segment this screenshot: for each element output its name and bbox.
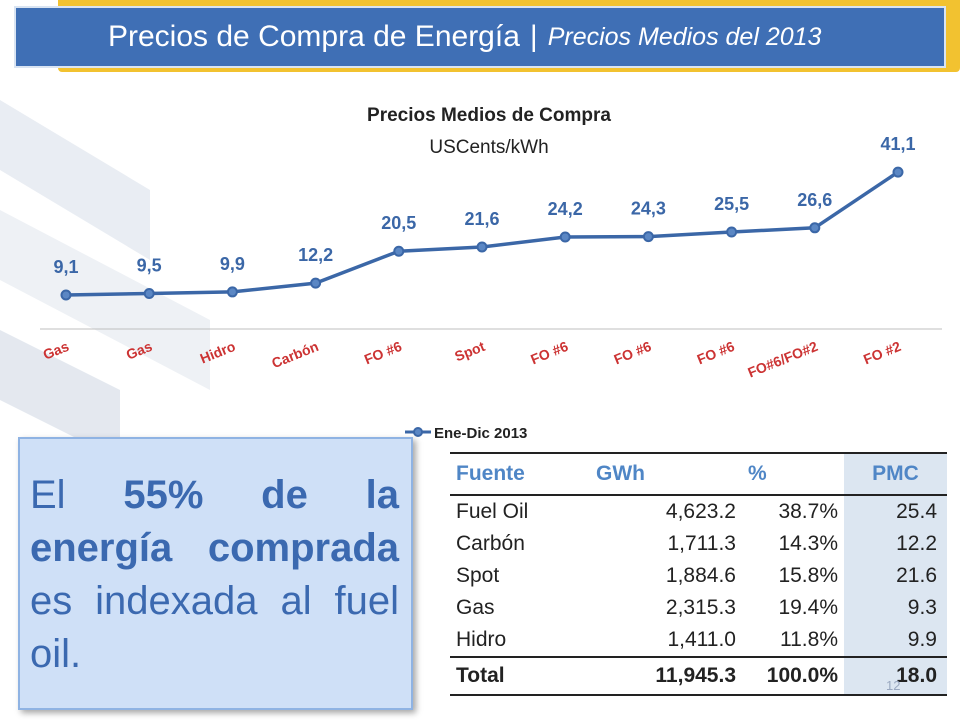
table-header-row: Fuente GWh % PMC	[450, 452, 947, 496]
data-point	[60, 289, 72, 301]
chart-title: Precios Medios de Compra	[367, 105, 611, 126]
cell-total-gwh: 11,945.3	[590, 656, 742, 696]
message-part-1: El	[30, 473, 66, 517]
cell-source: Carbón	[456, 532, 525, 555]
cell-pmc: 12.2	[844, 528, 947, 560]
cell-source: Hidro	[456, 628, 507, 651]
cell-total-pmc: 18.0	[844, 656, 947, 696]
cell-source: Gas	[456, 596, 495, 619]
col-header-gwh: GWh	[590, 452, 742, 496]
cell-percent: 19.4%	[778, 596, 838, 619]
cell-source: Spot	[456, 564, 500, 587]
x-tick-label: FO #6	[695, 338, 737, 367]
cell-pmc: 25.4	[844, 495, 947, 528]
header-bar: Precios de Compra de Energía | Precios M…	[14, 6, 946, 68]
cell-pmc: 9.9	[844, 624, 947, 657]
data-point	[559, 231, 571, 243]
x-tick-label: Spot	[452, 338, 487, 365]
energy-table: Fuente GWh % PMC Fuel Oil 4,623.2 38.7% …	[450, 452, 947, 696]
data-label: 25,5	[714, 194, 749, 214]
data-point	[726, 226, 738, 238]
title-separator: |	[529, 20, 538, 53]
data-point	[393, 245, 405, 257]
data-label: 9,9	[220, 254, 245, 274]
x-tick-label: FO#6/FO#2	[745, 338, 820, 381]
data-label: 9,1	[53, 257, 78, 277]
col-header-pmc: PMC	[844, 452, 947, 496]
data-point	[310, 277, 322, 289]
cell-percent: 38.7%	[778, 500, 838, 523]
chart-subtitle: USCents/kWh	[429, 137, 548, 158]
col-header-fuente: Fuente	[450, 452, 590, 496]
data-label: 12,2	[298, 245, 333, 265]
background-decoration	[0, 100, 210, 460]
cell-gwh: 1,711.3	[667, 532, 736, 555]
chart-legend: Ene-Dic 2013	[405, 425, 527, 442]
cell-gwh: 2,315.3	[665, 596, 736, 619]
cell-total-label: Total	[450, 656, 590, 696]
cell-pmc: 9.3	[844, 592, 947, 624]
message-part-3: de la energía comprada	[30, 473, 399, 570]
cell-percent: 11.8%	[780, 628, 838, 651]
table-row: Carbón 1,711.3 14.3% 12.2	[450, 528, 947, 560]
message-part-4: es indexada al fuel oil.	[30, 579, 399, 676]
line-chart: Precios Medios de Compra USCents/kWh 9,1…	[40, 105, 942, 442]
data-label: 9,5	[137, 255, 162, 275]
cell-gwh: 1,411.0	[667, 628, 736, 651]
data-point	[642, 231, 654, 243]
data-label: 20,5	[381, 213, 416, 233]
legend-marker	[413, 427, 423, 437]
cell-percent: 15.8%	[778, 564, 838, 587]
page-title: Precios de Compra de Energía	[108, 20, 520, 53]
key-message-text: El 55% de la energía comprada es indexad…	[30, 469, 399, 681]
col-header-percent: %	[742, 452, 844, 496]
data-point	[226, 286, 238, 298]
table-row: Hidro 1,411.0 11.8% 9.9	[450, 624, 947, 657]
x-tick-label: Gas	[41, 338, 72, 363]
x-tick-label: Carbón	[269, 338, 320, 371]
data-label: 21,6	[464, 209, 499, 229]
cell-source: Fuel Oil	[456, 500, 529, 523]
x-tick-label: FO #6	[528, 338, 570, 367]
x-tick-label: Hidro	[198, 338, 238, 367]
table-row: Gas 2,315.3 19.4% 9.3	[450, 592, 947, 624]
data-label: 26,6	[797, 190, 832, 210]
cell-percent: 14.3%	[778, 532, 838, 555]
data-point	[143, 287, 155, 299]
page-number: 12	[886, 678, 901, 693]
cell-gwh: 4,623.2	[665, 500, 736, 523]
x-tick-label: FO #6	[611, 338, 653, 367]
cell-total-percent: 100.0%	[742, 656, 844, 696]
x-tick-label: FO #2	[861, 338, 903, 367]
series-line	[65, 170, 899, 297]
data-label: 41,1	[880, 134, 915, 154]
x-tick-label: Gas	[124, 338, 155, 363]
cell-pmc: 21.6	[844, 560, 947, 592]
table-row: Fuel Oil 4,623.2 38.7% 25.4	[450, 495, 947, 528]
data-label: 24,2	[548, 199, 583, 219]
cell-gwh: 1,884.6	[665, 564, 736, 587]
key-message-box: El 55% de la energía comprada es indexad…	[18, 437, 413, 710]
table-total-row: Total 11,945.3 100.0% 18.0	[450, 656, 947, 696]
message-percentage: 55%	[123, 473, 204, 517]
data-label: 24,3	[631, 199, 666, 219]
legend-label: Ene-Dic 2013	[434, 425, 527, 442]
x-tick-label: FO #6	[362, 338, 404, 367]
data-point	[809, 222, 821, 234]
table-row: Spot 1,884.6 15.8% 21.6	[450, 560, 947, 592]
page-subtitle: Precios Medios del 2013	[547, 22, 822, 51]
data-point	[892, 166, 904, 178]
data-point	[476, 241, 488, 253]
